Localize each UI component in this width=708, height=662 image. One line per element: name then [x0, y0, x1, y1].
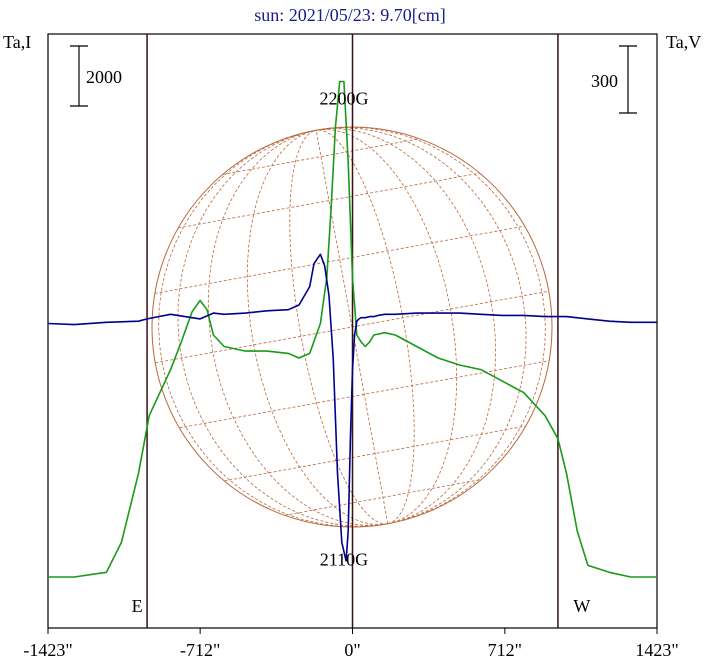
left-axis-label: Ta,I — [3, 32, 31, 52]
field-annotation-1: 2110G — [320, 549, 368, 569]
annotations: 2200G 2110G — [319, 89, 368, 570]
series-group — [47, 80, 657, 578]
x-tick-label: 0" — [344, 640, 360, 660]
right-axis-label: Ta,V — [666, 32, 701, 52]
series-line-polarization — [48, 80, 657, 578]
chart-title: sun: 2021/05/23: 9.70[cm] — [254, 5, 446, 25]
longitude-line — [289, 129, 388, 525]
scale-bar-right-label: 300 — [591, 71, 618, 91]
longitude-line — [246, 129, 388, 525]
latitude-line — [178, 172, 480, 229]
x-tick-label: 1423" — [635, 640, 678, 660]
x-axis: -1423" -712" 0" 712" 1423" — [23, 628, 679, 660]
limb-label-east: E — [132, 596, 143, 616]
longitude-line — [316, 129, 458, 525]
scale-bar-left-label: 2000 — [86, 67, 122, 87]
x-tick-label: -712" — [180, 640, 220, 660]
latitude-line — [222, 138, 420, 175]
longitude-line — [158, 129, 388, 528]
latitude-line — [154, 225, 525, 294]
longitude-line — [207, 129, 388, 526]
limb-label-west: W — [573, 596, 590, 616]
longitude-line — [316, 126, 546, 525]
longitude-line — [316, 129, 415, 525]
solar-disk-grid — [151, 126, 553, 528]
scale-bars: 2000 300 — [70, 45, 637, 114]
x-tick-label: 712" — [488, 640, 522, 660]
longitude-line — [177, 129, 388, 527]
longitude-line — [316, 127, 527, 525]
x-tick-label: -1423" — [23, 640, 72, 660]
series-line-intensity — [47, 253, 657, 562]
longitude-line — [316, 128, 497, 525]
field-annotation-0: 2200G — [319, 89, 368, 109]
